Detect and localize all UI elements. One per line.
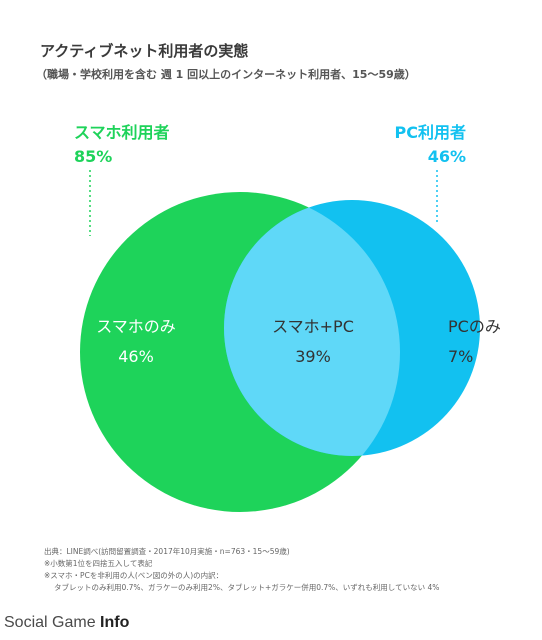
footnote-rounding: ※小数第1位を四捨五入して表記 (44, 559, 153, 568)
footnote-nonusers-detail: タブレットのみ利用0.7%、ガラケーのみ利用2%、タブレット+ガラケー併用0.7… (54, 583, 440, 592)
chart-subtitle: （職場・学校利用を含む 週 1 回以上のインターネット利用者、15〜59歳） (36, 68, 416, 81)
brand-logo: Social Game Info (4, 614, 129, 632)
region-value-pc-only: 7% (448, 347, 473, 366)
region-value-both: 39% (295, 347, 331, 366)
brand-prefix: Social Game (4, 614, 101, 631)
footnotes: 出典：LINE調べ(訪問留置調査・2017年10月実施・n=763・15〜59歳… (44, 546, 439, 594)
set-label-smartphone: スマホ利用者 (74, 123, 170, 142)
chart-title: アクティブネット利用者の実態 (40, 42, 249, 60)
brand-suffix: Info (100, 614, 130, 631)
region-label-pc-only: PCのみ (448, 317, 501, 336)
region-label-smartphone-only: スマホのみ (96, 317, 176, 336)
set-value-pc: 46% (428, 147, 466, 166)
region-label-both: スマホ+PC (272, 317, 354, 336)
venn-overlap (224, 200, 400, 456)
set-value-smartphone: 85% (74, 147, 112, 166)
set-label-pc: PC利用者 (395, 123, 466, 142)
region-value-smartphone-only: 46% (118, 347, 154, 366)
footnote-nonusers: ※スマホ・PCを非利用の人(ベン図の外の人)の内訳： (44, 571, 224, 580)
footnote-source: 出典：LINE調べ(訪問留置調査・2017年10月実施・n=763・15〜59歳… (44, 547, 290, 556)
